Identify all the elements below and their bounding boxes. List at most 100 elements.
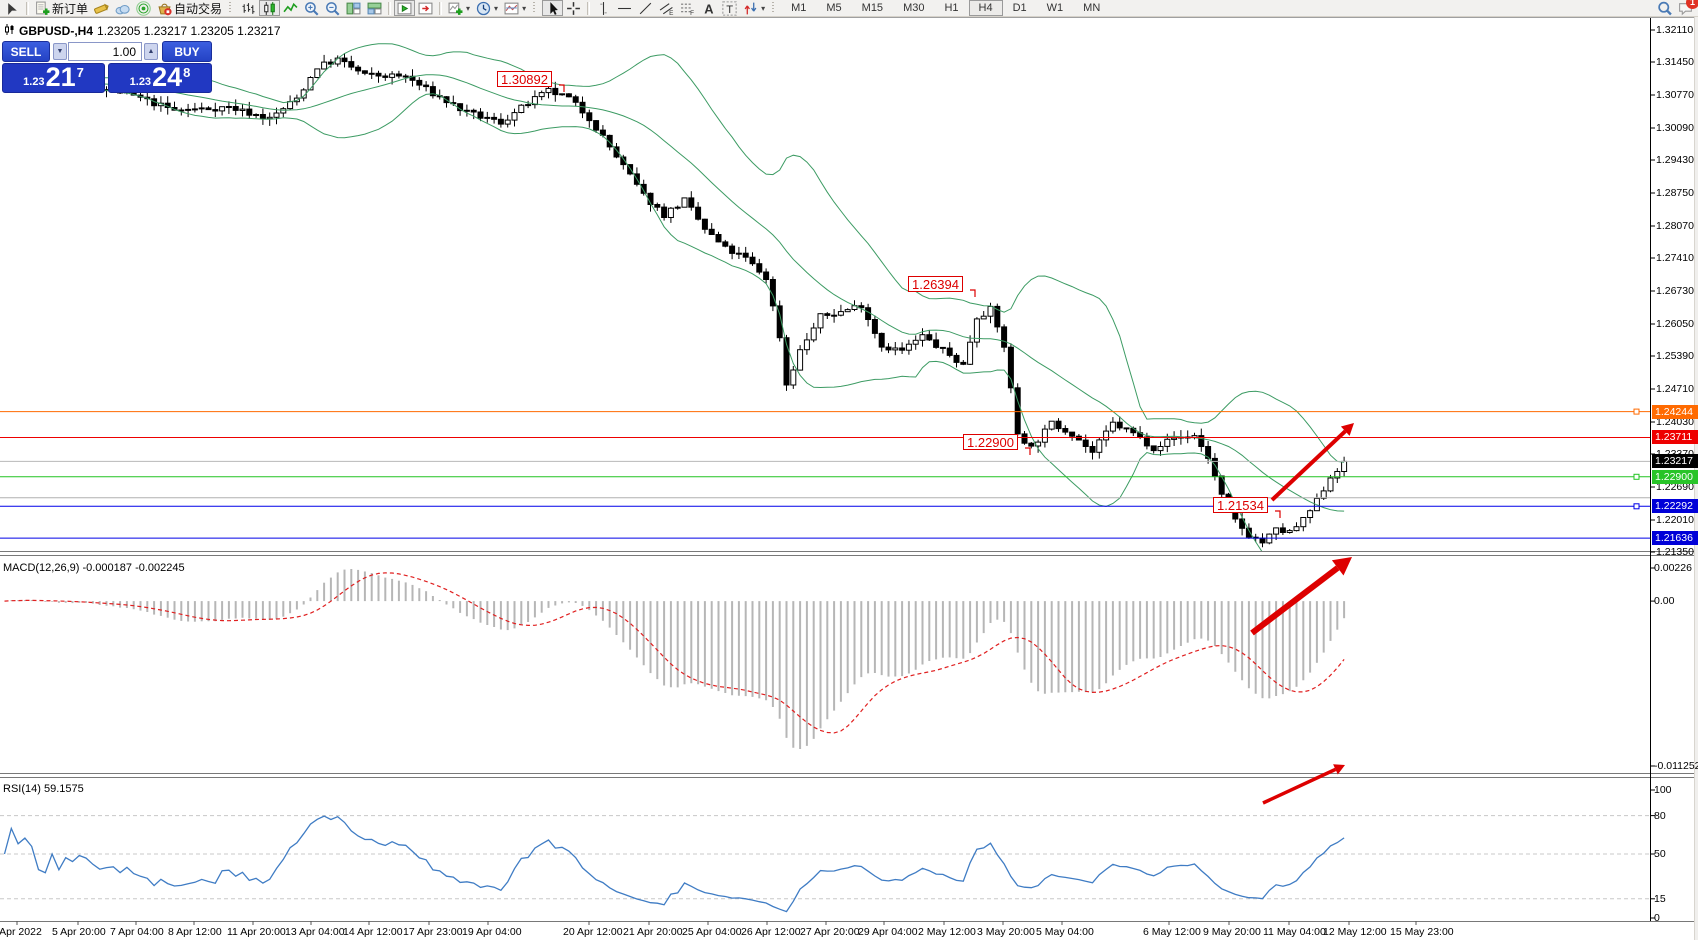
text-label-icon[interactable]: T — [719, 0, 740, 16]
tile-windows-2-icon[interactable] — [364, 0, 385, 16]
buy-price-display[interactable]: 1.23 24 8 — [108, 63, 212, 93]
add-indicator-icon[interactable]: ▾ — [445, 0, 473, 16]
cursor-icon[interactable] — [542, 0, 564, 16]
chat-icon[interactable]: 1 — [1675, 0, 1698, 16]
macd-axis-tick: -0.011252 — [1654, 760, 1698, 772]
candle-chart-icon[interactable] — [259, 0, 281, 16]
volume-input[interactable] — [68, 42, 142, 61]
price-axis-tick: 1.26730 — [1656, 285, 1694, 297]
timeframe-W1-button[interactable]: W1 — [1046, 2, 1064, 14]
time-axis-label: 5 Apr 20:00 — [52, 926, 106, 938]
rsi-indicator-label: RSI(14) 59.1575 — [3, 783, 84, 795]
price-label-annotation[interactable]: 1.22900 — [963, 434, 1018, 450]
price-axis-tick: 1.31450 — [1656, 56, 1694, 69]
buy-price-pips: 24 — [152, 62, 183, 92]
toolbar-separator — [439, 1, 443, 15]
signal-icon[interactable] — [133, 0, 154, 16]
one-click-trading-panel: SELL ▼ ▲ BUY 1.23 21 7 1.23 24 8 — [2, 41, 212, 93]
vertical-line-icon[interactable] — [593, 0, 614, 16]
horizontal-line-icon[interactable] — [614, 0, 635, 16]
dropdown-arrow-icon[interactable]: ▾ — [761, 3, 766, 13]
toolbar-grip[interactable] — [772, 2, 778, 14]
price-label-annotation[interactable]: 1.30892 — [497, 71, 552, 87]
arrow-objects-icon[interactable]: ▾ — [740, 0, 768, 16]
toolbar-grip[interactable] — [533, 2, 539, 14]
dropdown-arrow-icon[interactable]: ▾ — [494, 3, 499, 13]
sell-price-display[interactable]: 1.23 21 7 — [2, 63, 105, 93]
time-axis-label: 6 May 12:00 — [1143, 926, 1201, 938]
new-order-icon[interactable]: 新订单 — [32, 0, 91, 16]
price-axis-tick: 1.28750 — [1656, 187, 1694, 199]
chart-shift-icon[interactable] — [415, 0, 436, 16]
zoom-out-icon[interactable] — [322, 0, 343, 16]
time-axis-label: 4 Apr 2022 — [0, 926, 42, 938]
trend-line-icon[interactable] — [635, 0, 656, 16]
buy-price-base: 1.23 — [129, 76, 152, 88]
time-axis-label: 20 Apr 12:00 — [563, 926, 623, 938]
dropdown-arrow-icon[interactable]: ▾ — [466, 3, 471, 13]
fibonacci-icon[interactable]: F — [677, 0, 698, 16]
time-axis-label: 14 Apr 12:00 — [343, 926, 403, 938]
crosshair-icon[interactable] — [563, 0, 584, 16]
main-chart-area[interactable] — [0, 18, 1650, 551]
level-price-label: 1.24244 — [1652, 404, 1698, 419]
volume-increase-button[interactable]: ▲ — [144, 43, 158, 60]
line-chart-icon[interactable] — [280, 0, 301, 16]
timeframe-M15-button[interactable]: M15 — [861, 2, 884, 14]
notification-badge: 1 — [1686, 0, 1698, 9]
macd-axis-tick: 0.00226 — [1654, 562, 1692, 574]
time-axis-label: 29 Apr 04:00 — [858, 926, 918, 938]
time-axis-label: 26 Apr 12:00 — [741, 926, 801, 938]
price-label-annotation[interactable]: 1.26394 — [908, 276, 963, 292]
price-axis-tick: 1.30770 — [1656, 89, 1694, 101]
time-axis-label: 12 May 12:00 — [1323, 926, 1387, 938]
search-icon[interactable] — [1654, 0, 1675, 16]
tile-windows-icon[interactable] — [343, 0, 364, 16]
buy-button[interactable]: BUY — [162, 41, 212, 62]
rsi-axis-tick: 0 — [1654, 912, 1660, 924]
zoom-in-icon[interactable] — [301, 0, 322, 16]
sell-button[interactable]: SELL — [2, 41, 50, 62]
level-price-label: 1.22292 — [1652, 499, 1698, 514]
templates-icon[interactable]: ▾ — [501, 0, 529, 16]
macd-indicator-label: MACD(12,26,9) -0.000187 -0.002245 — [3, 562, 185, 574]
timeframe-H1-button[interactable]: H1 — [944, 2, 959, 14]
price-axis-tick: 1.30090 — [1656, 121, 1694, 134]
toolbar-separator — [587, 1, 591, 15]
app-cursor-icon[interactable] — [2, 0, 23, 16]
time-axis-label: 25 Apr 04:00 — [682, 926, 742, 938]
auto-scroll-icon[interactable] — [394, 0, 416, 16]
price-axis-tick: 1.25390 — [1656, 350, 1694, 362]
text-icon[interactable]: A — [698, 0, 719, 16]
rsi-pane-area[interactable] — [0, 777, 1650, 921]
svg-text:F: F — [690, 9, 694, 15]
price-label-annotation[interactable]: 1.21534 — [1213, 497, 1268, 513]
timeframe-M30-button[interactable]: M30 — [903, 2, 925, 14]
time-axis-label: 9 May 20:00 — [1203, 926, 1261, 938]
time-axis-label: 21 Apr 20:00 — [623, 926, 683, 938]
autotrade-icon[interactable]: 自动交易 — [154, 0, 225, 16]
cloud-icon[interactable] — [112, 0, 133, 16]
equidistant-channel-icon[interactable]: E — [656, 0, 677, 16]
volume-decrease-button[interactable]: ▼ — [53, 43, 67, 60]
price-axis-tick: 1.22690 — [1656, 480, 1694, 493]
symbol-period-label: GBPUSD-,H4 — [19, 24, 94, 38]
timeframe-MN-button[interactable]: MN — [1083, 2, 1101, 14]
toolbar: 新订单 自动交易 ▾ ▾ ▾ E F A T ▾ M1 M5 M15 M30 H1 H4 D1 W1 MN 1 — [0, 0, 1698, 17]
svg-text:T: T — [726, 3, 733, 15]
dropdown-arrow-icon[interactable]: ▾ — [522, 3, 527, 13]
periods-clock-icon[interactable]: ▾ — [473, 0, 501, 16]
bar-chart-icon[interactable] — [238, 0, 259, 16]
price-axis-tick: 1.24710 — [1656, 382, 1694, 395]
timeframe-M5-button[interactable]: M5 — [826, 2, 842, 14]
crayon-icon[interactable] — [91, 0, 112, 16]
buy-price-point: 8 — [183, 65, 191, 80]
toolbar-grip[interactable] — [229, 2, 235, 14]
toolbar-separator — [388, 1, 392, 15]
timeframe-D1-button[interactable]: D1 — [1012, 2, 1027, 14]
svg-text:A: A — [704, 1, 713, 16]
macd-pane-area[interactable] — [0, 556, 1650, 774]
timeframe-M1-button[interactable]: M1 — [791, 2, 807, 14]
timeframe-H4-button[interactable]: H4 — [968, 0, 1003, 16]
